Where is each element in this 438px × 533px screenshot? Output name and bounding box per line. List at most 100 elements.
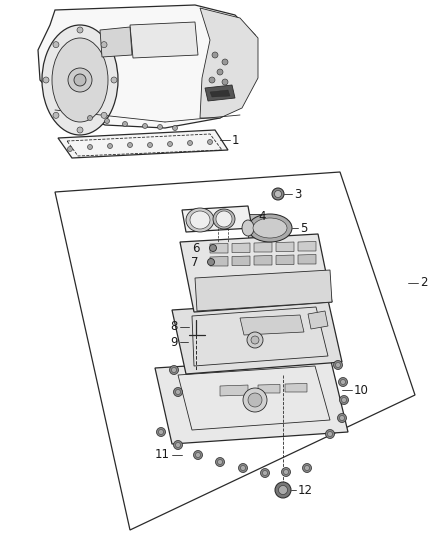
Polygon shape <box>210 90 230 97</box>
Circle shape <box>328 432 332 437</box>
Circle shape <box>333 360 343 369</box>
Polygon shape <box>180 234 332 312</box>
Polygon shape <box>58 130 228 158</box>
Text: 8: 8 <box>171 320 178 334</box>
Ellipse shape <box>216 211 232 227</box>
Circle shape <box>248 393 262 407</box>
Text: 6: 6 <box>192 241 200 254</box>
Polygon shape <box>240 315 304 335</box>
Circle shape <box>53 42 59 47</box>
Text: 11: 11 <box>155 448 170 462</box>
Ellipse shape <box>42 25 118 135</box>
Circle shape <box>212 52 218 58</box>
Circle shape <box>217 69 223 75</box>
Text: 12: 12 <box>298 483 313 497</box>
Circle shape <box>77 127 83 133</box>
Circle shape <box>262 471 268 475</box>
Polygon shape <box>276 242 294 252</box>
Circle shape <box>101 112 107 118</box>
Polygon shape <box>200 8 258 118</box>
Circle shape <box>173 387 183 397</box>
Polygon shape <box>210 256 228 266</box>
Circle shape <box>215 457 225 466</box>
Circle shape <box>101 42 107 47</box>
Polygon shape <box>205 85 235 101</box>
Circle shape <box>172 367 177 373</box>
Circle shape <box>339 416 345 421</box>
Polygon shape <box>182 206 252 232</box>
Polygon shape <box>220 385 248 396</box>
Ellipse shape <box>242 220 254 236</box>
Circle shape <box>208 140 212 144</box>
Circle shape <box>239 464 247 472</box>
Circle shape <box>176 390 180 394</box>
Polygon shape <box>258 384 280 393</box>
Text: 2: 2 <box>420 277 427 289</box>
Circle shape <box>43 77 49 83</box>
Circle shape <box>68 68 92 92</box>
Circle shape <box>218 459 223 464</box>
Circle shape <box>261 469 269 478</box>
Polygon shape <box>232 256 250 265</box>
Circle shape <box>53 112 59 118</box>
Circle shape <box>111 77 117 83</box>
Polygon shape <box>130 22 198 58</box>
Ellipse shape <box>253 218 287 238</box>
Text: 1: 1 <box>232 133 240 147</box>
Polygon shape <box>254 243 272 252</box>
Circle shape <box>194 450 202 459</box>
Polygon shape <box>210 244 228 253</box>
Circle shape <box>74 74 86 86</box>
Circle shape <box>303 464 311 472</box>
Circle shape <box>222 59 228 65</box>
Circle shape <box>338 414 346 423</box>
Circle shape <box>282 467 290 477</box>
Circle shape <box>272 188 284 200</box>
Polygon shape <box>298 241 316 251</box>
Polygon shape <box>285 384 307 392</box>
Circle shape <box>105 118 110 124</box>
Polygon shape <box>248 214 265 242</box>
Ellipse shape <box>213 209 235 229</box>
Circle shape <box>156 427 166 437</box>
Circle shape <box>158 125 162 130</box>
Circle shape <box>77 27 83 33</box>
Circle shape <box>336 362 340 367</box>
Circle shape <box>167 141 173 147</box>
Circle shape <box>283 470 289 474</box>
Circle shape <box>173 440 183 449</box>
Ellipse shape <box>186 208 214 232</box>
Ellipse shape <box>190 211 210 229</box>
Circle shape <box>170 366 179 375</box>
Circle shape <box>275 482 291 498</box>
Polygon shape <box>195 270 332 311</box>
Polygon shape <box>254 255 272 265</box>
Circle shape <box>279 486 287 495</box>
Text: 5: 5 <box>300 222 307 235</box>
Circle shape <box>339 377 347 386</box>
Circle shape <box>173 125 177 131</box>
Circle shape <box>127 142 133 148</box>
Circle shape <box>159 430 163 434</box>
Circle shape <box>123 122 127 126</box>
Circle shape <box>251 336 259 344</box>
Circle shape <box>209 77 215 83</box>
Circle shape <box>243 388 267 412</box>
Circle shape <box>275 190 282 198</box>
Circle shape <box>88 116 92 120</box>
Ellipse shape <box>248 214 292 242</box>
Polygon shape <box>298 254 316 264</box>
Text: 7: 7 <box>191 255 198 269</box>
Circle shape <box>304 465 310 471</box>
Polygon shape <box>38 5 255 128</box>
Circle shape <box>107 143 113 149</box>
Circle shape <box>342 398 346 402</box>
Text: 3: 3 <box>294 188 301 200</box>
Polygon shape <box>276 255 294 264</box>
Text: 9: 9 <box>170 335 178 349</box>
Polygon shape <box>100 27 132 57</box>
Text: 4: 4 <box>258 211 265 223</box>
Circle shape <box>195 453 201 457</box>
Circle shape <box>187 141 192 146</box>
Circle shape <box>247 332 263 348</box>
